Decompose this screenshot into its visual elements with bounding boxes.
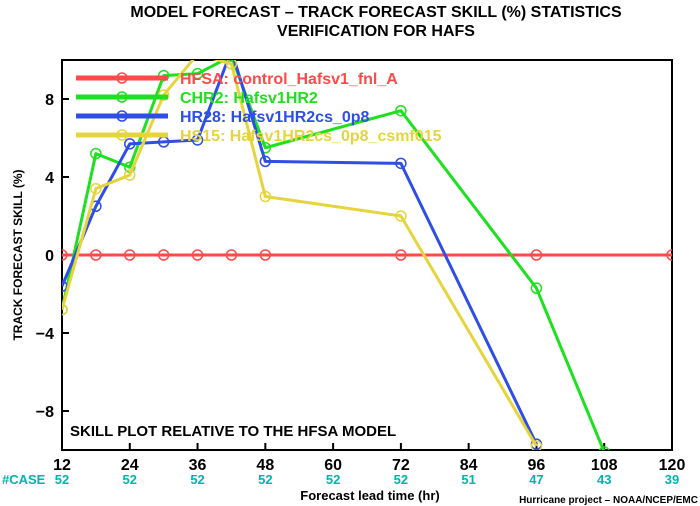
data-point — [666, 249, 672, 261]
legend-marker — [116, 91, 128, 103]
chart-title: MODEL FORECAST – TRACK FORECAST SKILL (%… — [130, 4, 622, 21]
y-tick-label: 4 — [45, 170, 54, 187]
x-tick-label: 60 — [324, 457, 342, 474]
data-point — [90, 182, 102, 195]
x-tick-label: 120 — [659, 457, 686, 474]
x-tick-label: 72 — [392, 457, 410, 474]
data-point — [259, 249, 272, 261]
x-tick-label: 108 — [591, 457, 618, 474]
data-point — [259, 190, 272, 203]
chart-subtitle: VERIFICATION FOR HAFS — [277, 23, 475, 40]
legend-marker — [116, 72, 128, 84]
data-point — [62, 249, 68, 261]
data-point — [395, 157, 407, 170]
data-point — [62, 303, 68, 316]
y-axis: −8 −4 0 4 8 — [36, 92, 69, 421]
x-tick-label: 12 — [53, 457, 71, 474]
legend-label: HFSA: control_Hafsv1_fnl_A — [180, 71, 398, 88]
series-line — [62, 60, 538, 447]
legend: HFSA: control_Hafsv1_fnl_A CHR2: Hafsv1HR… — [76, 71, 442, 145]
case-counts: 52 52 52 52 52 52 51 47 43 39 — [55, 472, 679, 487]
data-point — [191, 134, 204, 146]
data-point — [395, 210, 407, 222]
x-tick-label: 48 — [256, 457, 274, 474]
series-group — [62, 45, 672, 450]
legend-marker — [116, 129, 128, 141]
y-tick-label: 8 — [45, 92, 54, 109]
case-count: 52 — [190, 472, 204, 487]
data-point — [530, 282, 543, 294]
y-tick-label: −4 — [36, 326, 54, 343]
data-point — [225, 60, 238, 70]
case-count: 52 — [55, 472, 69, 487]
data-point — [530, 440, 543, 450]
data-point — [530, 249, 543, 261]
y-axis-label: TRACK FORECAST SKILL (%) — [11, 169, 25, 340]
legend-label: HR28: Hafsv1HR2cs_0p8 — [180, 109, 370, 126]
x-tick-label: 24 — [121, 457, 139, 474]
data-point — [226, 45, 236, 55]
case-count: 51 — [461, 472, 475, 487]
data-point — [90, 249, 102, 261]
case-label: #CASE — [2, 472, 46, 487]
x-tick-label: 36 — [189, 457, 207, 474]
legend-label: CHR2: Hafsv1HR2 — [180, 90, 318, 107]
footer-credit: Hurricane project – NOAA/NCEP/EMC — [519, 495, 698, 506]
legend-label: HS15: Hafsv1HR2cs_0p8_csmf015 — [180, 128, 442, 145]
case-count: 52 — [123, 472, 137, 487]
case-count: 52 — [258, 472, 272, 487]
case-count: 52 — [326, 472, 340, 487]
x-tick-label: 96 — [528, 457, 546, 474]
series-line — [62, 60, 606, 450]
case-count: 52 — [394, 472, 408, 487]
data-point — [395, 249, 407, 261]
data-point — [124, 138, 136, 150]
data-point — [193, 49, 203, 59]
skill-annotation: SKILL PLOT RELATIVE TO THE HFSA MODEL — [70, 423, 396, 440]
data-point — [90, 147, 102, 160]
data-point — [124, 169, 136, 181]
x-axis: 12 24 36 48 60 72 84 96 108 120 — [53, 443, 685, 474]
case-count: 43 — [597, 472, 611, 487]
data-point — [259, 155, 272, 168]
data-point — [124, 249, 136, 261]
case-count: 47 — [529, 472, 543, 487]
data-point — [225, 249, 238, 261]
case-count: 39 — [665, 472, 679, 487]
data-point — [191, 249, 204, 261]
data-point — [227, 60, 236, 62]
data-point — [598, 446, 610, 450]
data-point — [62, 280, 68, 292]
data-point — [157, 249, 170, 261]
y-tick-label: −8 — [36, 404, 54, 421]
data-point — [191, 67, 204, 80]
x-axis-label: Forecast lead time (hr) — [300, 488, 439, 503]
y-tick-label: 0 — [45, 248, 54, 265]
data-point — [395, 104, 407, 117]
legend-marker — [116, 110, 128, 122]
x-tick-label: 84 — [460, 457, 478, 474]
